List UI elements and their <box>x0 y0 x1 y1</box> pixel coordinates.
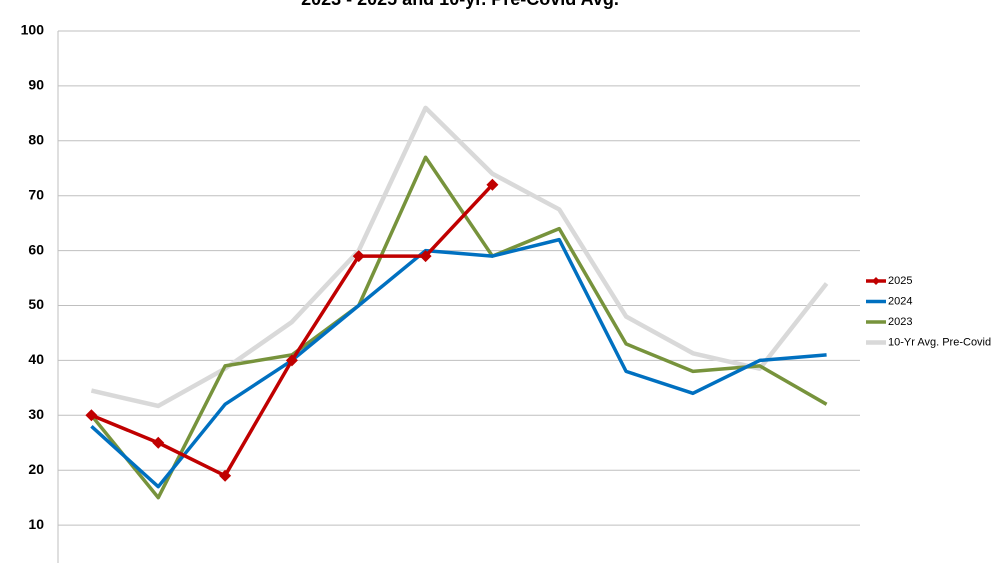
series-line <box>90 155 828 500</box>
legend-marker <box>872 277 880 285</box>
y-tick-label: 90 <box>28 77 44 93</box>
y-tick-label: 10 <box>28 516 44 532</box>
chart-title: 2023 - 2025 and 10-yr. Pre-Covid Avg. <box>301 0 619 9</box>
series-line <box>90 105 829 409</box>
legend-label: 2023 <box>888 316 912 328</box>
y-tick-label: 50 <box>28 296 44 312</box>
y-tick-label: 30 <box>28 406 44 422</box>
legend-label: 2025 <box>888 275 912 287</box>
y-tick-label: 20 <box>28 461 44 477</box>
series-line <box>90 237 827 489</box>
data-point <box>352 250 365 263</box>
data-point <box>85 409 98 422</box>
series-line <box>90 183 494 478</box>
y-tick-label: 80 <box>28 132 44 148</box>
data-point <box>285 354 298 367</box>
data-point <box>219 469 232 482</box>
y-tick-label: 100 <box>21 22 45 38</box>
legend-label: 10-Yr Avg. Pre-Covid <box>888 336 991 348</box>
y-tick-label: 40 <box>28 351 44 367</box>
data-point <box>486 178 499 191</box>
data-point <box>419 250 432 263</box>
y-tick-label: 70 <box>28 186 44 202</box>
y-tick-label: 60 <box>28 241 44 257</box>
data-point <box>152 436 165 449</box>
legend-label: 2024 <box>888 295 912 307</box>
